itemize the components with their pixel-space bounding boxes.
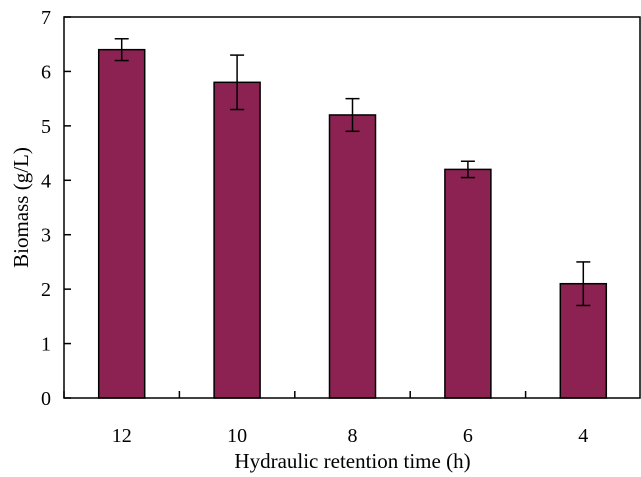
error-bar-6 [460,160,475,179]
x-tick-label: 12 [112,425,132,447]
plot-frame [63,16,641,399]
error-bar-12 [114,38,129,62]
bar-10 [213,81,261,399]
error-bar-8 [345,97,360,133]
y-tick-label: 6 [41,61,51,83]
error-bars [114,38,591,307]
y-axis-ticks: 0 1 2 3 4 5 6 7 [41,7,71,410]
y-tick-label: 1 [41,334,51,356]
error-bar-10 [230,54,245,111]
x-tick-label: 8 [348,425,358,447]
bar-12 [97,48,146,399]
y-tick-label: 0 [41,388,51,410]
x-axis-title: Hydraulic retention time (h) [234,449,470,473]
bar-6 [444,168,492,399]
bar-8 [328,114,377,399]
y-tick-label: 3 [41,225,51,247]
y-tick-label: 5 [41,116,51,138]
error-bar-4 [576,261,591,307]
y-tick-label: 4 [41,170,51,192]
x-tick-label: 10 [227,425,247,447]
x-tick-label: 6 [463,425,473,447]
x-axis-ticks: 12 10 8 6 4 [63,391,588,447]
y-tick-label: 7 [41,7,51,29]
y-axis-title: Biomass (g/L) [9,147,33,268]
y-tick-label: 2 [41,279,51,301]
bars [97,48,608,399]
x-tick-label: 4 [578,425,588,447]
